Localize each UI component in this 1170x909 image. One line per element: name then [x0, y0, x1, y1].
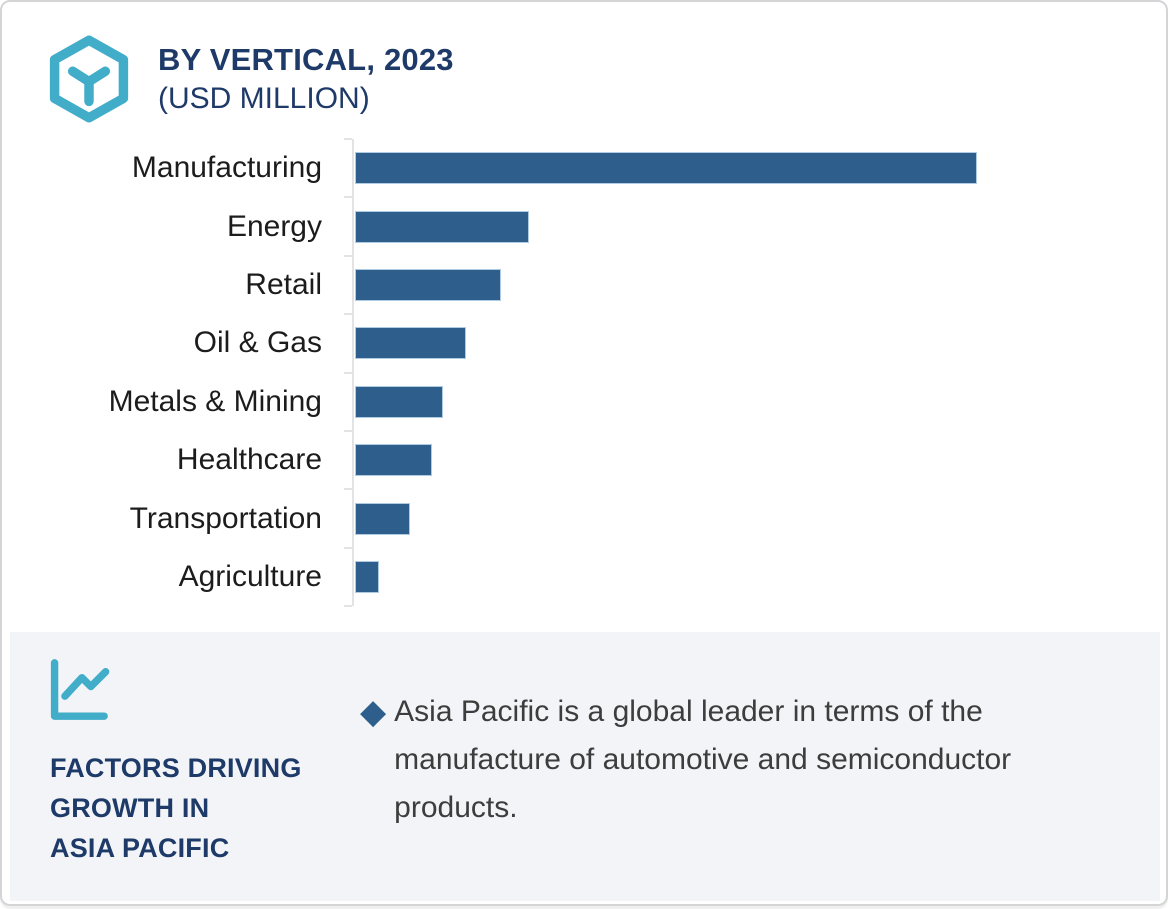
axis-tick [344, 605, 352, 608]
category-label: Transportation [129, 501, 322, 535]
bar-track [354, 489, 1102, 547]
axis-tick [344, 313, 352, 316]
chart-row: Agriculture [2, 548, 1102, 606]
chart-row: Oil & Gas [2, 314, 1102, 372]
category-label: Healthcare [176, 443, 322, 477]
chart-row: Retail [2, 256, 1102, 314]
bar [355, 502, 411, 535]
bar [355, 444, 433, 477]
category-label: Oil & Gas [193, 326, 322, 360]
bar [355, 210, 529, 243]
bar [355, 327, 466, 360]
bar-chart: Manufacturing Energy Retail Oil & Gas Metals… [2, 139, 1102, 606]
bar-track [354, 431, 1102, 489]
insight-bullet-item: ◆ Asia Pacific is a global leader in ter… [360, 688, 1011, 832]
axis-tick [344, 430, 352, 432]
category-label: Metals & Mining [108, 384, 322, 418]
footer-panel: FACTORS DRIVING GROWTH IN ASIA PACIFIC ◆… [10, 632, 1160, 901]
footer-heading: FACTORS DRIVING GROWTH IN ASIA PACIFIC [50, 753, 302, 863]
axis-tick [344, 546, 352, 549]
bar [355, 385, 443, 418]
y-axis-line [352, 139, 354, 606]
chart-row: Transportation [2, 489, 1102, 547]
bar-track [354, 256, 1102, 314]
chart-title-block: BY VERTICAL, 2023 (USD MILLION) [158, 34, 454, 116]
bar-track [354, 139, 1102, 197]
diamond-bullet-icon: ◆ [360, 693, 387, 731]
chart-header: BY VERTICAL, 2023 (USD MILLION) [46, 34, 454, 124]
cube-hexagon-icon [49, 35, 129, 123]
insight-text: Asia Pacific is a global leader in terms… [394, 695, 1012, 824]
bar-track [354, 197, 1102, 255]
category-label: Energy [226, 209, 322, 243]
chart-row: Metals & Mining [2, 373, 1102, 431]
category-label: Retail [245, 267, 322, 301]
axis-tick [344, 196, 352, 199]
bar-track [354, 314, 1102, 372]
axis-tick [344, 488, 352, 491]
line-chart-icon [50, 659, 110, 720]
chart-row: Manufacturing [2, 139, 1102, 197]
bar-track [354, 548, 1102, 606]
bar [355, 152, 977, 185]
chart-subtitle: (USD MILLION) [158, 82, 370, 115]
axis-tick [344, 138, 352, 140]
axis-tick [344, 371, 352, 374]
axis-tick [344, 254, 352, 257]
bar [355, 268, 501, 301]
bar [355, 560, 379, 593]
category-label: Agriculture [178, 559, 322, 593]
chart-row: Healthcare [2, 431, 1102, 489]
chart-title: BY VERTICAL, 2023 [158, 42, 454, 77]
category-label: Manufacturing [131, 151, 322, 185]
bar-track [354, 373, 1102, 431]
chart-row: Energy [2, 197, 1102, 255]
